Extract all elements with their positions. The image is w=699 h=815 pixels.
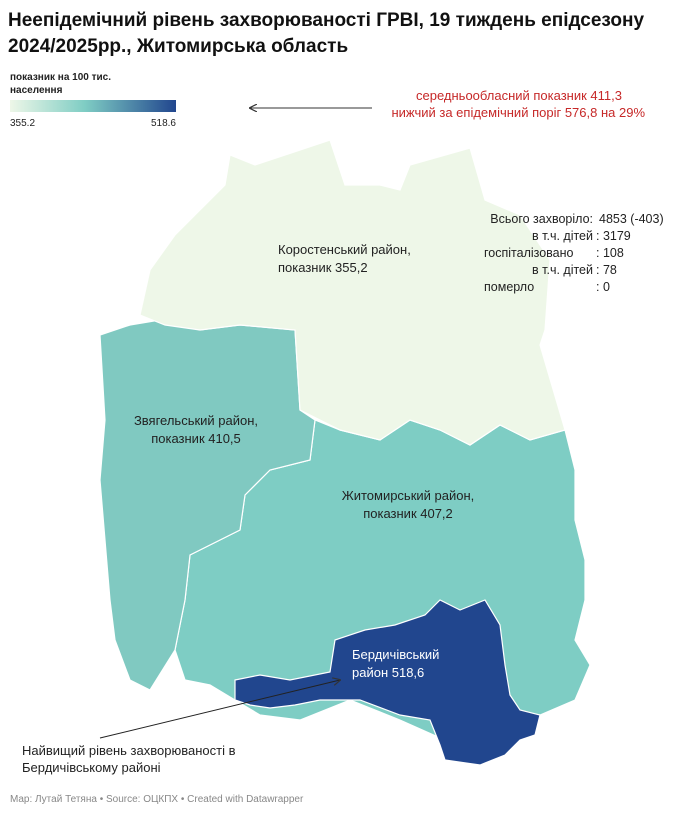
region-label: район 518,6 bbox=[352, 665, 424, 680]
arrow bbox=[99, 680, 340, 739]
stat-value: : 108 bbox=[596, 246, 624, 260]
region-label: показник 407,2 bbox=[363, 506, 453, 521]
legend-max: 518.6 bbox=[151, 118, 176, 129]
stat-label: госпіталізовано bbox=[484, 246, 574, 260]
legend-label: показник на 100 тис. bbox=[10, 72, 111, 83]
annotation: Найвищий рівень захворюваності в bbox=[22, 743, 236, 758]
stat-value: : 3179 bbox=[596, 229, 631, 243]
stat-value: 4853 (-403) bbox=[599, 212, 664, 226]
annotation: Бердичівському районі bbox=[22, 760, 161, 775]
legend-label: населення bbox=[10, 85, 63, 96]
stat-label: в т.ч. дітей bbox=[532, 229, 593, 243]
region-korosten bbox=[139, 139, 566, 446]
legend-ramp bbox=[10, 100, 176, 112]
annotation: середньообласний показник 411,3 bbox=[416, 88, 622, 103]
region-label: Звягельський район, bbox=[134, 413, 258, 428]
region-label: показник 410,5 bbox=[151, 431, 241, 446]
region-berdychiv bbox=[234, 599, 541, 766]
region-label: Коростенський район, bbox=[278, 242, 411, 257]
region-label: Житомирський район, bbox=[342, 488, 475, 503]
legend-min: 355.2 bbox=[10, 118, 35, 129]
stat-value: : 78 bbox=[596, 263, 617, 277]
stat-value: : 0 bbox=[596, 280, 610, 294]
stat-label: в т.ч. дітей bbox=[532, 263, 593, 277]
region-label: показник 355,2 bbox=[278, 260, 368, 275]
region-label: Бердичівський bbox=[352, 647, 439, 662]
title: Неепідемічний рівень захворюваності ГРВІ… bbox=[8, 10, 644, 31]
stat-label: Всього захворіло: bbox=[490, 212, 593, 226]
stat-label: померло bbox=[484, 280, 534, 294]
footer: Map: Лутай Тетяна • Source: ОЦКПХ • Crea… bbox=[10, 794, 304, 805]
title: 2024/2025рр., Житомирська область bbox=[8, 36, 348, 57]
annotation: нижчий за епідемічний поріг 576,8 на 29% bbox=[391, 105, 645, 120]
